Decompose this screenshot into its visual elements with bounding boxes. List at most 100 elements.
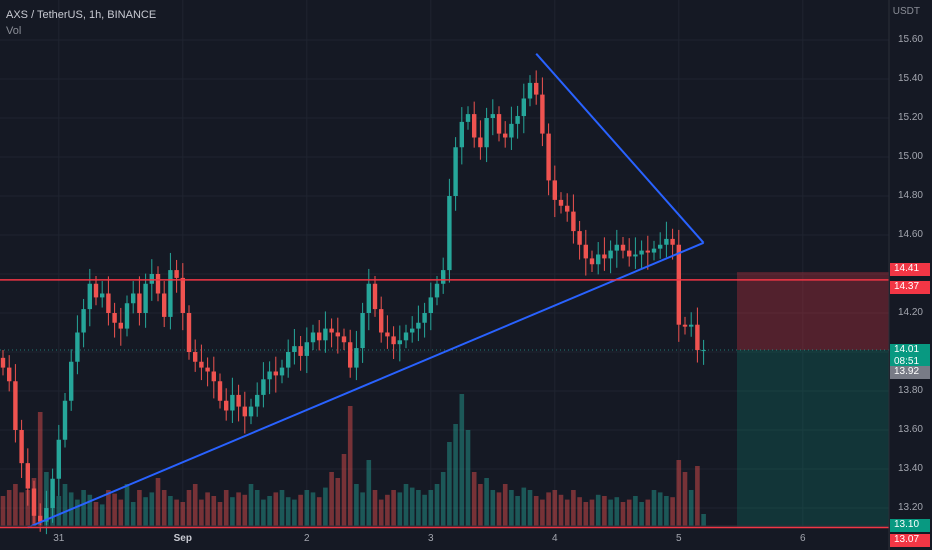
candle-body <box>224 400 229 411</box>
candle-body <box>162 293 167 317</box>
candle-body <box>509 123 514 138</box>
candle-body <box>484 118 489 148</box>
candle-body <box>44 508 49 522</box>
volume-indicator-label[interactable]: Vol <box>6 25 22 37</box>
volume-bar <box>354 484 359 526</box>
volume-bar <box>633 496 638 526</box>
candle-body <box>155 274 161 294</box>
candle-body <box>7 367 12 382</box>
volume-bars <box>0 394 706 526</box>
volume-bar <box>447 442 452 526</box>
volume-bar <box>6 490 12 526</box>
candle-body <box>614 244 619 251</box>
candle-body <box>695 324 700 351</box>
volume-bar <box>273 492 279 526</box>
candle-body <box>596 254 601 265</box>
candle-body <box>422 313 427 323</box>
volume-bar <box>583 502 589 526</box>
candle-body <box>645 250 650 253</box>
candle-body <box>701 350 706 352</box>
candle-body <box>180 277 185 313</box>
candle-body <box>682 324 688 327</box>
volume-bar <box>428 490 434 526</box>
candle-body <box>602 254 607 259</box>
candle-body <box>366 283 371 313</box>
candle-body <box>416 322 421 329</box>
volume-bar <box>558 494 564 526</box>
candle-body <box>571 211 576 232</box>
take-profit-zone <box>737 350 889 528</box>
volume-bar <box>471 472 477 526</box>
candle-body <box>478 137 483 148</box>
volume-bar <box>434 484 440 526</box>
volume-bar <box>37 412 43 526</box>
price-tick-label: 13.60 <box>897 424 923 435</box>
candle-body <box>441 270 446 284</box>
volume-bar <box>453 424 458 526</box>
candle-body <box>447 196 452 271</box>
candle-body <box>664 238 669 245</box>
volume-bar <box>577 497 582 526</box>
bar-countdown: 08:51 <box>894 356 920 368</box>
volume-bar <box>440 472 446 526</box>
candle-body <box>651 248 657 253</box>
price-tick-label: 15.60 <box>897 34 923 45</box>
volume-bar <box>329 472 334 526</box>
time-tick-label: 2 <box>304 533 310 544</box>
candle-body <box>627 250 632 257</box>
candle-body <box>131 293 136 304</box>
candle-body <box>410 328 415 333</box>
volume-bar <box>211 496 217 526</box>
volume-bar <box>409 487 415 526</box>
support-trendline <box>27 241 704 529</box>
candle-body <box>255 394 260 407</box>
candle-body <box>118 322 123 329</box>
price-tag-current: 14.01 08:51 <box>890 344 930 370</box>
time-tick-label: 4 <box>552 533 558 544</box>
price-tick-label: 13.80 <box>897 385 923 396</box>
candle-body <box>403 332 409 341</box>
volume-bar <box>13 484 18 526</box>
symbol-title[interactable]: AXS / TetherUS, 1h, BINANCE <box>6 9 157 21</box>
candle-body <box>106 293 111 313</box>
price-tag-red: 14.37 <box>890 280 930 294</box>
candle-body <box>298 346 303 356</box>
volume-bar <box>56 496 62 526</box>
volume-bar <box>397 492 403 526</box>
volume-bar <box>143 497 148 526</box>
drawing-lines[interactable] <box>0 52 889 529</box>
candle-body <box>385 332 390 337</box>
volume-bar <box>155 478 161 526</box>
volume-bar <box>496 492 502 526</box>
candle-body <box>391 336 396 345</box>
candle-body <box>19 430 24 464</box>
candle-body <box>341 336 347 343</box>
currency-label: USDT <box>892 6 920 17</box>
candle-body <box>397 340 402 345</box>
volume-bar <box>657 492 663 526</box>
candle-body <box>149 274 154 284</box>
time-tick-label: 5 <box>676 533 682 544</box>
volume-bar <box>310 492 316 526</box>
candle-body <box>317 332 322 341</box>
volume-bar <box>639 502 644 526</box>
volume-bar <box>688 490 694 526</box>
candle-body <box>242 406 247 417</box>
candle-body <box>13 381 18 430</box>
stop-loss-zone <box>737 272 889 351</box>
volume-bar <box>527 490 533 526</box>
volume-bar <box>124 484 130 526</box>
volume-bar <box>217 502 223 526</box>
candle-body <box>273 371 278 376</box>
candle-body <box>168 270 173 317</box>
volume-bar <box>608 499 613 526</box>
volume-bar <box>620 502 626 526</box>
candle-body <box>503 133 508 138</box>
candle-body <box>527 82 533 99</box>
price-tick-label: 15.00 <box>897 151 923 162</box>
volume-bar <box>81 490 86 526</box>
candle-body <box>38 515 43 522</box>
volume-bar <box>366 460 372 526</box>
candle-body <box>137 293 142 313</box>
